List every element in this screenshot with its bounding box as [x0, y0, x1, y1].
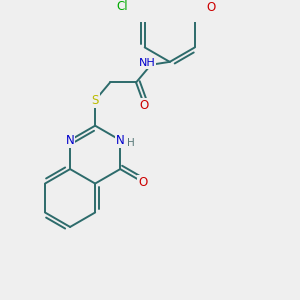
Text: H: H [127, 138, 135, 148]
Text: NH: NH [138, 58, 155, 68]
Text: O: O [138, 176, 147, 189]
Text: O: O [140, 99, 149, 112]
Text: S: S [92, 94, 99, 107]
Text: N: N [116, 134, 124, 147]
Text: Cl: Cl [116, 0, 128, 14]
Text: O: O [206, 2, 215, 14]
Text: N: N [66, 134, 74, 147]
